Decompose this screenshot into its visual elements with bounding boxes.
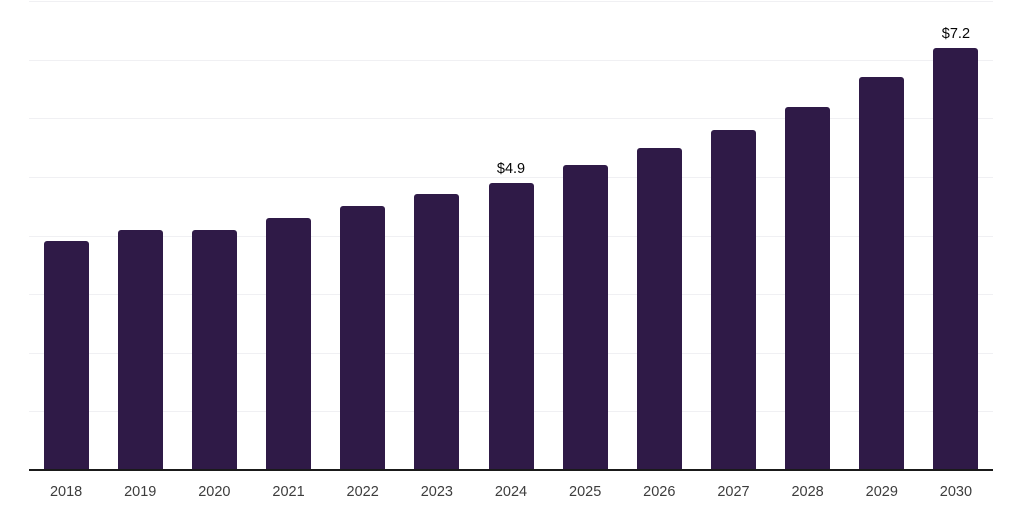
x-tick-label-2028: 2028 (791, 484, 824, 500)
bar-2027 (710, 129, 756, 470)
gridline (29, 59, 993, 61)
x-tick-label-2030: 2030 (939, 484, 973, 500)
plot-area: $4.9 $7.2 (29, 1, 993, 470)
gridline (29, 176, 993, 178)
x-tick-label-2021: 2021 (272, 484, 305, 500)
bar-2029 (859, 77, 905, 470)
bar-2020 (191, 229, 237, 470)
x-tick-label-2029: 2029 (865, 484, 898, 500)
x-tick-label-2022: 2022 (346, 484, 379, 500)
x-tick-label-2023: 2023 (420, 484, 453, 500)
data-label-2024: $4.9 (496, 160, 526, 177)
x-tick-label-2025: 2025 (569, 484, 602, 500)
bar-2023 (414, 194, 460, 470)
x-tick-label-2024: 2024 (494, 484, 528, 500)
x-tick-label-2027: 2027 (717, 484, 750, 500)
bar-2019 (117, 229, 163, 470)
data-label-2030: $7.2 (941, 25, 971, 42)
x-axis-tick-labels: 2018 2019 2020 2021 2022 2023 2024 2025 2026 2027… (29, 484, 993, 504)
x-axis-line (29, 469, 993, 471)
bar-2018 (43, 241, 89, 470)
x-tick-label-2020: 2020 (198, 484, 231, 500)
bar-2025 (562, 165, 608, 470)
bar-2028 (785, 106, 831, 470)
bar-2026 (636, 147, 682, 470)
bar-2030 (933, 47, 979, 470)
bar-2024 (488, 182, 534, 470)
bar-2022 (340, 206, 386, 470)
x-tick-label-2026: 2026 (643, 484, 676, 500)
gridline (29, 1, 993, 2)
x-tick-label-2019: 2019 (124, 484, 157, 500)
x-tick-label-2018: 2018 (49, 484, 83, 500)
bar-2021 (266, 217, 312, 470)
gridline (29, 118, 993, 120)
